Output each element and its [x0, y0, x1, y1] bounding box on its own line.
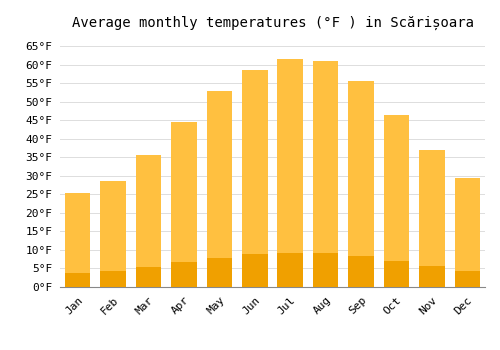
Bar	[136, 155, 162, 287]
Title: Average monthly temperatures (°F ) in Scărișoara: Average monthly temperatures (°F ) in Sc…	[72, 16, 473, 30]
Bar	[65, 193, 90, 287]
Bar	[348, 256, 374, 287]
Bar	[454, 271, 480, 287]
Bar	[384, 115, 409, 287]
Bar	[419, 266, 444, 287]
Bar	[419, 150, 444, 287]
Bar	[278, 253, 303, 287]
Bar	[136, 267, 162, 287]
Bar	[278, 59, 303, 287]
Bar	[65, 273, 90, 287]
Bar	[171, 262, 196, 287]
Bar	[454, 178, 480, 287]
Bar	[348, 81, 374, 287]
Bar	[384, 261, 409, 287]
Bar	[100, 271, 126, 287]
Bar	[242, 254, 268, 287]
Bar	[313, 61, 338, 287]
Bar	[171, 122, 196, 287]
Bar	[313, 253, 338, 287]
Bar	[100, 181, 126, 287]
Bar	[242, 70, 268, 287]
Bar	[206, 91, 232, 287]
Bar	[206, 258, 232, 287]
